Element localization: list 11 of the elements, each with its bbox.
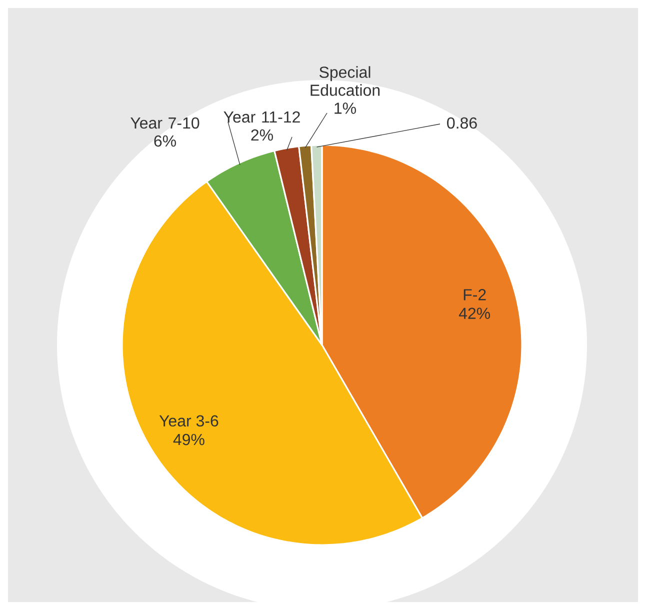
data-label: 49%: [173, 434, 204, 446]
slice-label: Year 11-12: [224, 111, 300, 123]
slice-label: Year 3-6: [159, 415, 218, 427]
data-label: 2%: [251, 129, 273, 141]
data-label: 1%: [334, 102, 356, 114]
data-label: 6%: [154, 135, 176, 147]
slice-label: Year 7-10: [130, 117, 200, 129]
data-label: 0.86: [447, 117, 477, 129]
slice-label: F-2: [464, 289, 486, 300]
slice-label: Special Education: [310, 66, 380, 96]
data-label: 42%: [458, 308, 490, 319]
